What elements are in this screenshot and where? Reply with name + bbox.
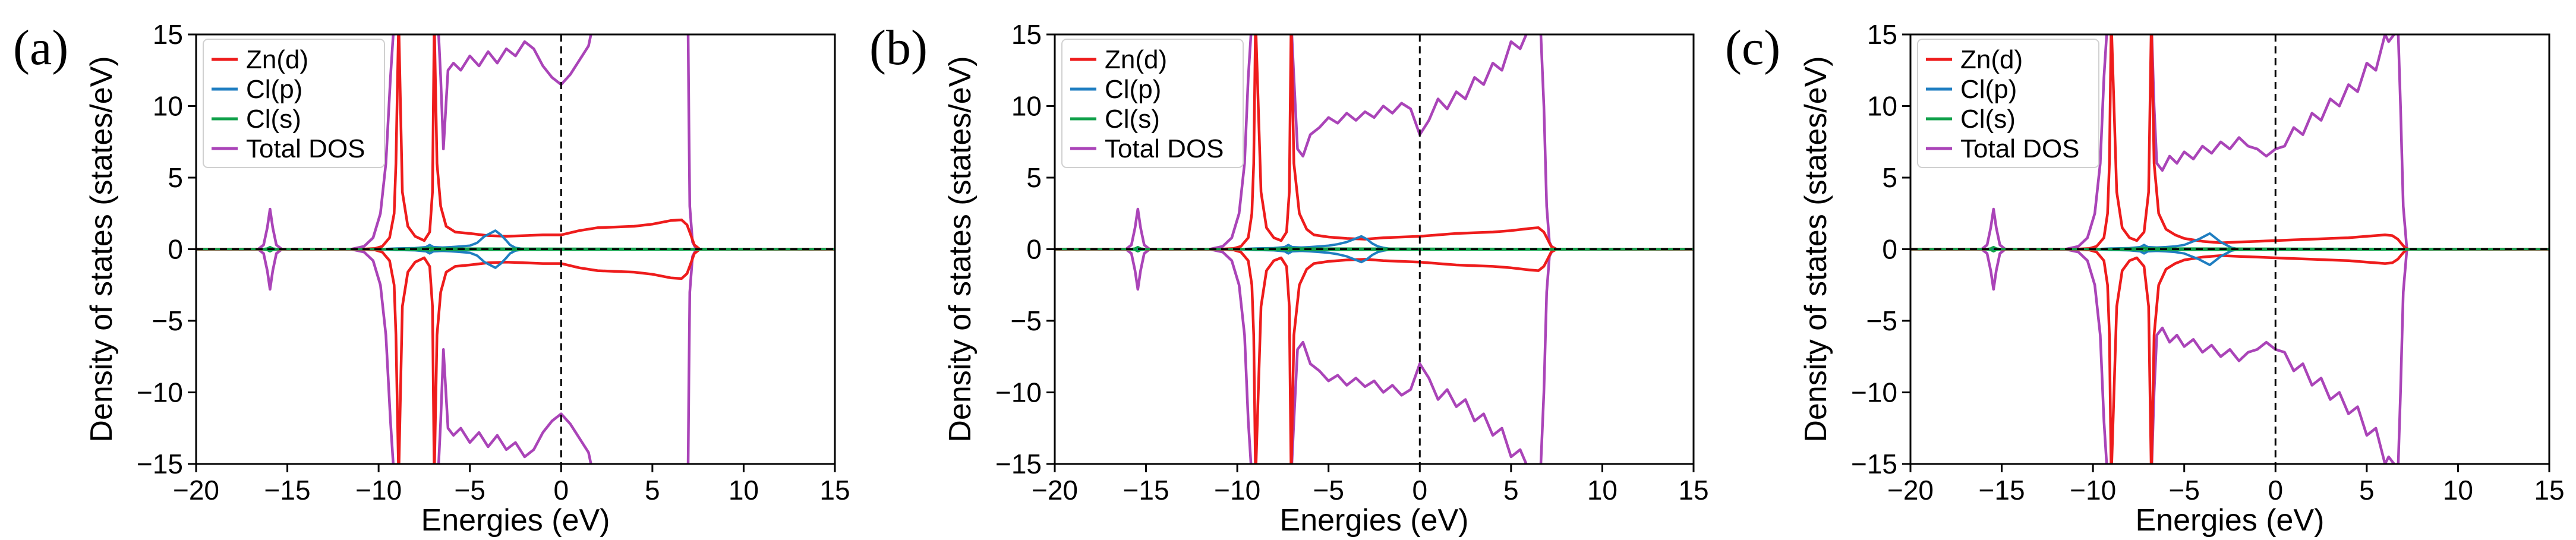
y-tick-label: −5 [152,305,183,336]
panel-2: (b)−20 −15 −10 −5 0 5 10 15−15−10−5051015Energi… [869,19,1709,538]
x-tick-label: 15 [1678,475,1708,506]
y-tick-label: −15 [995,449,1042,479]
legend-entry: Cl(s) [1105,105,1160,134]
panel-3: (c)−20 −15 −10 −5 0 5 10 15−15−10−5051015Energi… [1725,19,2565,538]
legend-box [203,39,385,168]
x-axis-label: Energies (eV) [421,503,610,538]
y-tick-label: 10 [153,91,183,122]
legend-entry: Cl(p) [246,75,302,104]
y-tick-label: 15 [1011,19,1042,50]
y-tick-label: 15 [153,19,183,50]
y-tick-label: 5 [1026,162,1042,193]
legend-box [1917,39,2099,168]
legend-entry: Cl(s) [1960,105,2016,134]
series-line-0-up [196,34,835,251]
y-tick-label: −5 [1011,305,1042,336]
x-tick-label: −5 [2168,475,2199,506]
series-line-3-down [1910,248,2549,464]
series-line-2-down [196,248,835,253]
y-tick-label: −10 [995,377,1042,408]
series-line-0-down [196,248,835,464]
x-tick-label: 5 [645,475,660,506]
y-tick-label: −5 [1866,305,1897,336]
legend-entry: Zn(d) [246,45,308,74]
plot-area [1055,34,1694,464]
x-tick-label: −15 [1123,475,1169,506]
x-tick-label: −15 [1979,475,2025,506]
legend-box [1061,39,1244,168]
series-line-1-up [196,229,835,251]
legend-entry: Cl(p) [1960,75,2017,104]
legend: Zn(d)Cl(p)Cl(s)Total DOS [203,39,385,168]
y-tick-label: 15 [1867,19,1897,50]
series-line-1-down [196,248,835,269]
y-tick-label: −15 [137,449,183,479]
y-axis-label: Density of states (states/eV) [1799,56,1833,442]
legend-entry: Cl(p) [1105,75,1161,104]
y-tick-label: 5 [168,162,183,193]
y-tick-label: 5 [1882,162,1897,193]
x-tick-label: 10 [729,475,759,506]
panel-label: (c) [1725,20,1780,75]
series-line-0-down [1055,248,1694,464]
x-axis-label: Energies (eV) [1280,503,1469,538]
legend-entry: Total DOS [1105,134,1224,163]
x-tick-label: −20 [173,475,219,506]
series-line-3-up [1055,34,1694,251]
x-tick-label: 15 [819,475,850,506]
y-tick-label: 0 [168,234,183,265]
x-tick-label: 10 [2443,475,2473,506]
legend-entry: Zn(d) [1105,45,1167,74]
y-tick-label: −10 [1851,377,1897,408]
x-tick-label: 0 [2268,475,2283,506]
legend-entry: Zn(d) [1960,45,2023,74]
y-tick-label: −15 [1851,449,1897,479]
series-line-3-down [1055,248,1694,464]
series-line-3-down [196,248,835,464]
panel-1: (a)−20 −15 −10 −5 0 5 10 15−15−10−5051015Energi… [13,19,850,538]
plot-area [1910,34,2549,464]
x-tick-label: 0 [1412,475,1427,506]
x-tick-label: −10 [1214,475,1260,506]
y-tick-label: 10 [1011,91,1042,122]
legend-entry: Cl(s) [246,105,301,134]
x-tick-label: −5 [1313,475,1344,506]
x-tick-label: −15 [264,475,311,506]
y-axis-label: Density of states (states/eV) [84,56,119,442]
legend-entry: Total DOS [246,134,365,163]
x-tick-label: 5 [2359,475,2375,506]
series-line-0-down [1910,248,2549,464]
panel-label: (a) [13,20,68,75]
panel-label: (b) [869,20,928,75]
series-line-2-down [1910,248,2549,253]
legend: Zn(d)Cl(p)Cl(s)Total DOS [1061,39,1244,168]
x-tick-label: −20 [1032,475,1078,506]
x-tick-label: 10 [1587,475,1618,506]
x-tick-label: −10 [355,475,402,506]
series-line-2-down [1055,248,1694,253]
y-tick-label: 10 [1867,91,1897,122]
series-line-3-up [1910,34,2549,251]
legend: Zn(d)Cl(p)Cl(s)Total DOS [1917,39,2099,168]
series-line-0-up [1910,34,2549,251]
x-tick-label: −5 [454,475,485,506]
x-tick-label: −10 [2070,475,2116,506]
legend-entry: Total DOS [1960,134,2080,163]
x-tick-label: 15 [2534,475,2564,506]
y-tick-label: 0 [1882,234,1897,265]
x-tick-label: 5 [1503,475,1519,506]
x-axis-label: Energies (eV) [2136,503,2325,538]
y-axis-label: Density of states (states/eV) [943,56,978,442]
series-line-0-up [1055,34,1694,251]
x-tick-label: 0 [553,475,569,506]
y-tick-label: −10 [137,377,183,408]
y-tick-label: 0 [1026,234,1042,265]
x-tick-label: −20 [1887,475,1934,506]
